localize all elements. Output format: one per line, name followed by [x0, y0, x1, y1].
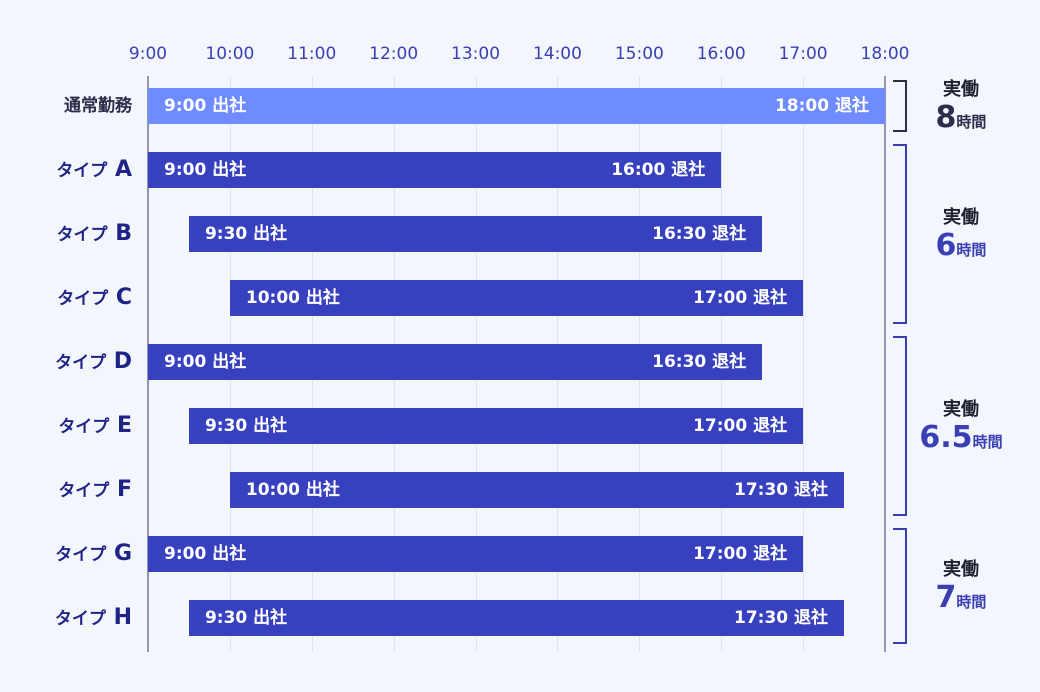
- row-label-text: タイプ: [56, 161, 108, 181]
- row-label-letter: H: [105, 605, 132, 630]
- x-tick-label: 17:00: [778, 44, 828, 64]
- start-time-label: 10:00 出社: [245, 480, 340, 500]
- row-label-letter: D: [106, 349, 132, 374]
- row-label-letter: G: [106, 541, 132, 566]
- grid-line: [803, 76, 805, 652]
- row-label-letter: E: [109, 413, 132, 438]
- row-label: タイプ F: [20, 472, 132, 508]
- worked-hours-title: 実働: [943, 79, 979, 100]
- row-label: タイプ D: [20, 344, 132, 380]
- row-label: タイプ A: [20, 152, 132, 188]
- row-label-text: タイプ: [58, 417, 110, 437]
- x-tick-label: 12:00: [369, 44, 419, 64]
- group-bracket: [893, 144, 907, 324]
- hours-unit: 時間: [956, 113, 987, 131]
- end-time-label: 17:30 退社: [734, 480, 829, 500]
- axis-line-end: [884, 76, 886, 652]
- end-time-label: 18:00 退社: [774, 96, 869, 116]
- row-label-text: タイプ: [55, 353, 107, 373]
- schedule-bar: 9:00 出社 17:00 退社: [148, 536, 804, 572]
- row-label-letter: F: [109, 477, 132, 502]
- start-time-label: 10:00 出社: [245, 288, 340, 308]
- schedule-bar: 9:30 出社 17:30 退社: [188, 600, 845, 636]
- end-time-label: 17:00 退社: [693, 288, 788, 308]
- row-label: タイプ E: [20, 408, 132, 444]
- schedule-bar: 10:00 出社 17:00 退社: [229, 280, 804, 316]
- hours-number: 6: [935, 228, 957, 263]
- hours-number: 6.5: [919, 420, 973, 455]
- worked-hours-title: 実働: [943, 399, 979, 420]
- end-time-label: 17:00 退社: [693, 544, 788, 564]
- group-bracket: [893, 336, 907, 516]
- x-tick-label: 16:00: [696, 44, 746, 64]
- hours-unit: 時間: [956, 241, 987, 259]
- start-time-label: 9:00 出社: [164, 96, 247, 116]
- row-label: タイプ B: [20, 216, 132, 252]
- schedule-bar: 9:30 出社 16:30 退社: [188, 216, 763, 252]
- hours-unit: 時間: [956, 593, 987, 611]
- worked-hours-label: 実働 6時間: [906, 206, 1016, 266]
- end-time-label: 17:30 退社: [734, 608, 829, 628]
- x-tick-label: 11:00: [287, 44, 337, 64]
- x-tick-label: 18:00: [860, 44, 910, 64]
- end-time-label: 16:30 退社: [652, 352, 747, 372]
- worked-hours-value: 8時間: [906, 102, 1016, 138]
- start-time-label: 9:30 出社: [204, 608, 288, 628]
- x-tick-label: 13:00: [451, 44, 501, 64]
- worked-hours-label: 実働 8時間: [906, 78, 1016, 138]
- row-label: タイプ G: [20, 536, 132, 572]
- row-label: タイプ C: [20, 280, 132, 316]
- worked-hours-title: 実働: [943, 559, 979, 580]
- x-tick-label: 10:00: [205, 44, 255, 64]
- x-tick-label: 14:00: [532, 44, 582, 64]
- worked-hours-title: 実働: [943, 207, 979, 228]
- row-label-text: タイプ: [55, 545, 107, 565]
- schedule-bar: 9:00 出社 16:30 退社: [148, 344, 763, 380]
- row-label-text: タイプ: [54, 609, 106, 629]
- row-label-letter: B: [107, 221, 132, 246]
- group-bracket: [893, 528, 907, 644]
- row-label-letter: A: [107, 157, 132, 182]
- start-time-label: 9:00 出社: [164, 352, 247, 372]
- row-label: 通常勤務: [20, 88, 132, 124]
- schedule-bar: 9:00 出社 18:00 退社: [148, 88, 885, 124]
- schedule-bar: 9:30 出社 17:00 退社: [188, 408, 804, 444]
- worked-hours-value: 6時間: [906, 230, 1016, 266]
- start-time-label: 9:30 出社: [204, 224, 288, 244]
- row-label-text: タイプ: [56, 225, 108, 245]
- end-time-label: 16:30 退社: [652, 224, 747, 244]
- end-time-label: 17:00 退社: [693, 416, 788, 436]
- row-label-text: タイプ: [57, 289, 109, 309]
- worked-hours-label: 実働 6.5時間: [906, 398, 1016, 458]
- x-tick-label: 9:00: [128, 44, 168, 64]
- end-time-label: 16:00 退社: [611, 160, 706, 180]
- row-label-text: タイプ: [58, 481, 110, 501]
- hours-number: 8: [935, 100, 957, 135]
- x-tick-label: 15:00: [614, 44, 664, 64]
- row-label-text: 通常勤務: [64, 96, 132, 116]
- schedule-bar: 9:00 出社 16:00 退社: [148, 152, 722, 188]
- hours-number: 7: [935, 580, 957, 615]
- schedule-bar: 10:00 出社 17:30 退社: [229, 472, 845, 508]
- row-label: タイプ H: [20, 600, 132, 636]
- start-time-label: 9:30 出社: [204, 416, 288, 436]
- row-label-letter: C: [108, 285, 132, 310]
- group-bracket: [893, 80, 907, 132]
- worked-hours-label: 実働 7時間: [906, 558, 1016, 618]
- worked-hours-value: 7時間: [906, 582, 1016, 618]
- hours-unit: 時間: [972, 433, 1003, 451]
- start-time-label: 9:00 出社: [164, 160, 247, 180]
- start-time-label: 9:00 出社: [164, 544, 247, 564]
- worked-hours-value: 6.5時間: [906, 422, 1016, 458]
